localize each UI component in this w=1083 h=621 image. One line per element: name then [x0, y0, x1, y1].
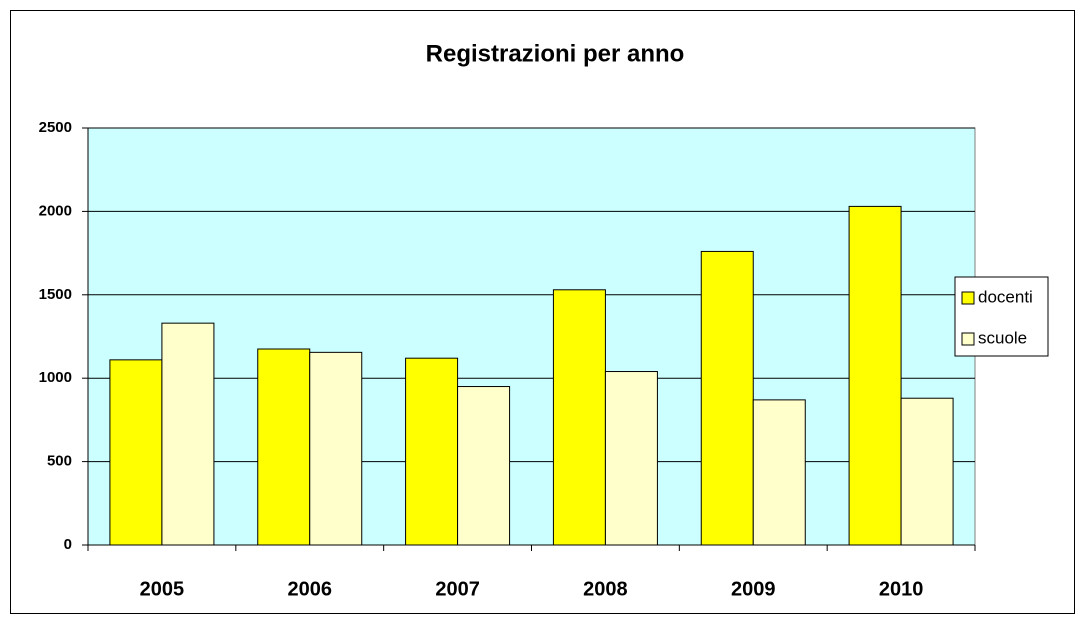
x-tick-label: 2006 — [288, 578, 333, 600]
bar — [457, 386, 511, 546]
y-tick-label: 500 — [47, 453, 72, 470]
x-tick-label: 2010 — [879, 578, 924, 600]
x-tick-label: 2005 — [140, 578, 185, 600]
chart-title: Registrazioni per anno — [426, 40, 685, 67]
x-tick-label: 2009 — [731, 578, 776, 600]
legend-label: docenti — [978, 287, 1033, 306]
legend-label: scuole — [978, 328, 1027, 347]
bar — [900, 397, 954, 546]
bar — [109, 359, 163, 546]
x-tick-label: 2008 — [583, 578, 628, 600]
bar — [552, 289, 606, 546]
legend-swatch — [961, 291, 975, 305]
legend-swatch — [961, 332, 975, 346]
y-tick-label: 2000 — [39, 202, 72, 219]
bar — [405, 357, 459, 546]
bar — [309, 351, 363, 546]
plot-area — [87, 127, 976, 546]
y-tick-label: 1500 — [39, 286, 72, 303]
bar — [161, 322, 215, 546]
x-tick-label: 2007 — [435, 578, 480, 600]
bar — [604, 371, 658, 546]
y-tick-label: 2500 — [39, 119, 72, 136]
y-tick-label: 1000 — [39, 369, 72, 386]
bar — [848, 205, 902, 546]
bar — [700, 250, 754, 546]
bar — [752, 399, 806, 546]
y-tick-label: 0 — [64, 536, 72, 553]
bar — [257, 348, 311, 546]
